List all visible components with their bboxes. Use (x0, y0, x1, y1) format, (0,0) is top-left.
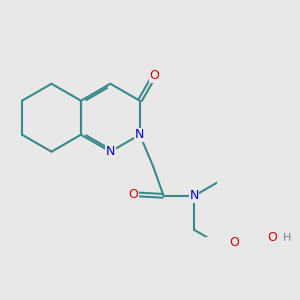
Text: N: N (135, 128, 145, 141)
Text: O: O (267, 231, 277, 244)
Text: N: N (190, 189, 199, 203)
Text: O: O (128, 188, 138, 201)
Text: H: H (283, 233, 291, 243)
Text: N: N (106, 145, 115, 158)
Text: O: O (230, 236, 239, 249)
Text: O: O (149, 69, 159, 82)
